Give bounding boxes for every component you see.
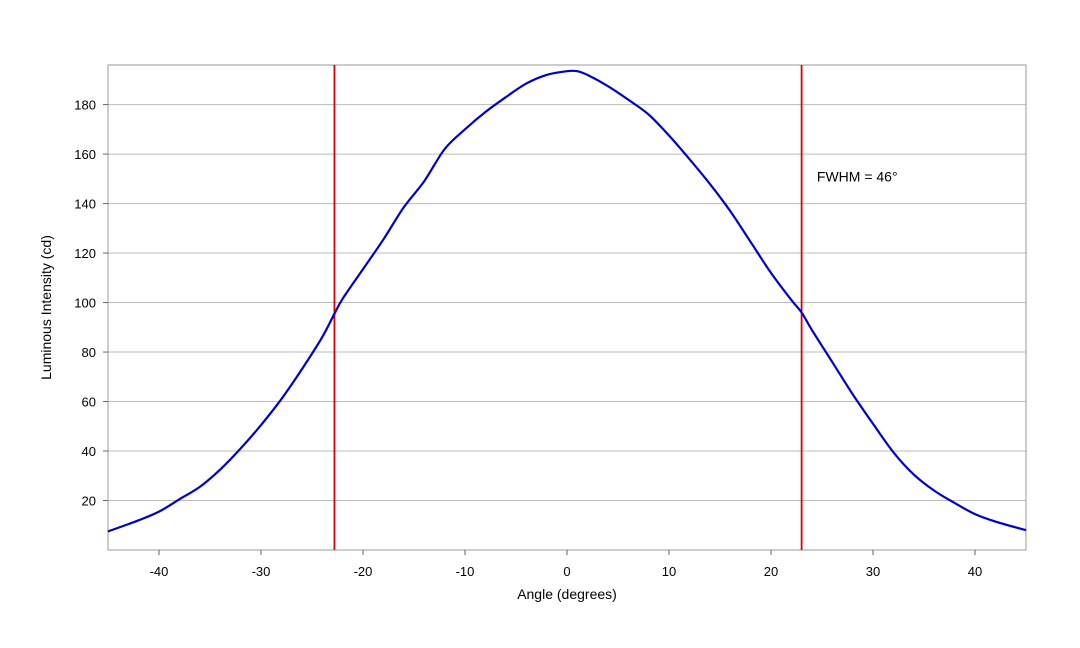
x-tick-label: 20 (764, 564, 778, 579)
fwhm-annotation: FWHM = 46° (817, 168, 898, 184)
x-tick-label: -30 (252, 564, 271, 579)
y-tick-label: 100 (74, 296, 96, 311)
x-tick-label: -20 (354, 564, 373, 579)
plot-frame (107, 64, 1027, 551)
y-tick-label: 160 (74, 147, 96, 162)
y-axis-title: Luminous Intensity (cd) (38, 235, 54, 380)
y-tick-label: 40 (82, 444, 96, 459)
y-tick-label: 140 (74, 197, 96, 212)
grid-lines (108, 104, 1026, 502)
x-tick-label: -40 (150, 564, 169, 579)
y-tick-label: 120 (74, 246, 96, 261)
x-tick-label: 10 (662, 564, 676, 579)
x-tick-label: 30 (866, 564, 880, 579)
y-tick-label: 80 (82, 345, 96, 360)
x-tick-label: 40 (968, 564, 982, 579)
x-tick-label: 0 (563, 564, 570, 579)
x-axis-title: Angle (degrees) (517, 586, 617, 602)
y-tick-label: 180 (74, 98, 96, 113)
x-tick-label: -10 (456, 564, 475, 579)
fwhm-marker-lines (333, 65, 803, 550)
y-tick-label: 60 (82, 395, 96, 410)
intensity-curve (107, 69, 1027, 533)
y-axis-ticks: 20 40 60 80 100 120 140 160 180 (74, 98, 108, 509)
y-tick-label: 20 (82, 494, 96, 509)
x-axis-ticks: -40 -30 -20 -10 0 10 20 30 40 (150, 550, 982, 579)
